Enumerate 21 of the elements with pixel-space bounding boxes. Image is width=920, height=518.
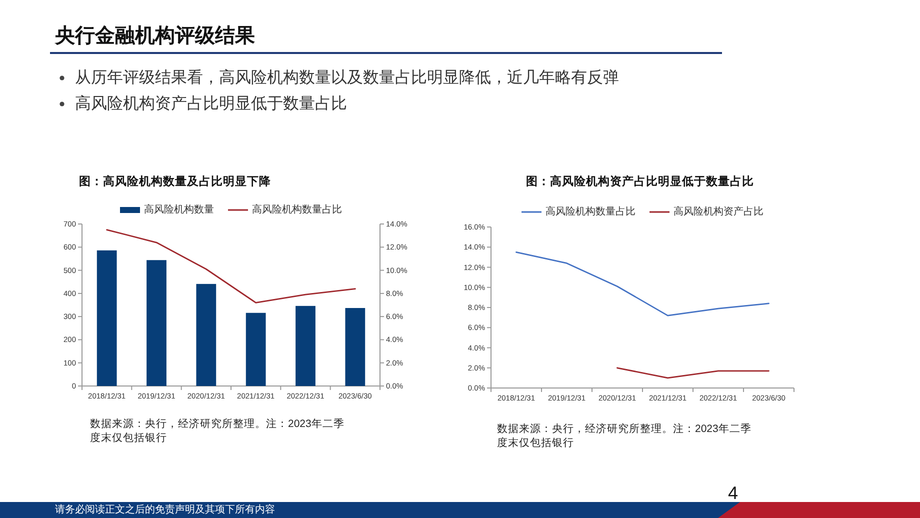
legend-label: 高风险机构数量 — [144, 204, 214, 216]
legend-label: 高风险机构资产占比 — [674, 206, 764, 218]
bar — [96, 250, 117, 386]
source-note: 数据来源：央行，经济研究所整理。注：2023年二季度末仅包括银行 — [90, 417, 344, 444]
source-note: 数据来源：央行，经济研究所整理。注：2023年二季度末仅包括银行 — [497, 422, 752, 449]
text: 从历年评级结果看，高风险机构数量以及数量占比明显降低，近几年略有反弹 — [75, 68, 619, 86]
text: 央行金融机构评级结果 — [54, 25, 256, 47]
bar — [196, 284, 216, 386]
bar — [296, 306, 316, 386]
text: 请务必阅读正文之后的免责声明及其项下所有内容 — [55, 504, 275, 516]
bar — [345, 308, 366, 386]
text: 4 — [728, 483, 738, 503]
line-series — [106, 229, 356, 304]
legend-label: 高风险机构数量占比 — [546, 206, 636, 218]
bar — [246, 312, 266, 386]
line-series — [516, 251, 770, 316]
bar — [146, 260, 166, 386]
chart-title: 图：高风险机构数量及占比明显下降 — [79, 174, 272, 188]
legend-label: 高风险机构数量占比 — [252, 204, 342, 216]
text: 高风险机构资产占比明显低于数量占比 — [75, 94, 347, 112]
chart-title: 图：高风险机构资产占比明显低于数量占比 — [526, 174, 754, 188]
